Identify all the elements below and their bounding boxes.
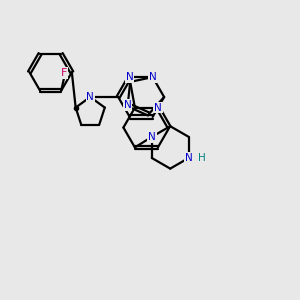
Text: N: N (86, 92, 94, 102)
Text: N: N (154, 103, 162, 112)
Text: N: N (149, 72, 157, 82)
Text: N: N (124, 100, 132, 110)
Text: N: N (185, 153, 193, 163)
Text: N: N (126, 72, 134, 82)
Text: N: N (148, 132, 156, 142)
Text: F: F (61, 68, 68, 78)
Text: H: H (198, 153, 206, 163)
